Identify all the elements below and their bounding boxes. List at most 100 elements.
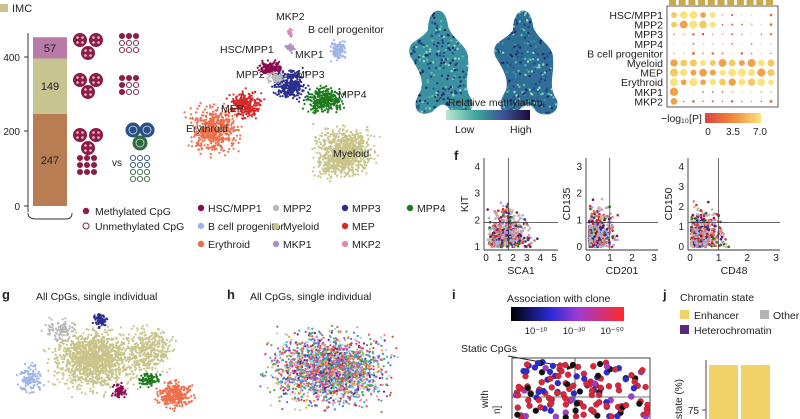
umap-cell-dot (189, 107, 192, 110)
umap-cell-dot (360, 137, 363, 140)
imc-bar-segment (33, 37, 67, 59)
umap-cell-dot (283, 78, 286, 81)
umap-cell-dot (227, 115, 230, 118)
umap-cell-dot (220, 116, 223, 119)
umap-cell-dot (202, 126, 205, 129)
methylation-dot (444, 3, 446, 5)
methylation-dot (542, 63, 545, 66)
umap-cell-dot (231, 110, 234, 113)
methylation-dot (491, 66, 493, 68)
methylation-dot (409, 78, 412, 82)
umap-cell-dot (233, 113, 236, 116)
methylation-dot (544, 75, 547, 78)
umap-cell-dot (200, 119, 203, 122)
methylation-dot (508, 33, 511, 36)
methylation-dot (533, 24, 537, 27)
imc-bar-segment (33, 113, 67, 206)
umap-cell-dot (212, 110, 215, 113)
dotplot-dot (748, 69, 756, 77)
methylation-dot (543, 79, 547, 82)
methylation-dot (473, 87, 475, 89)
dotplot-dot (669, 68, 679, 77)
umap-cell-dot (290, 71, 293, 74)
umap-cell-dot (318, 92, 321, 95)
umap-label-bcell: B cell progenitor (308, 24, 384, 36)
methylation-dot (420, 86, 423, 89)
methylation-dot (495, 87, 498, 91)
umap-cell-dot (273, 78, 276, 82)
umap-cell-dot (355, 164, 358, 167)
umap-cell-dot (316, 140, 319, 143)
umap-cell-dot (251, 97, 254, 100)
umap-cell-dot (266, 72, 269, 75)
methylation-dot (562, 16, 564, 18)
cpg-dot (84, 49, 87, 52)
methylation-dot (429, 75, 433, 78)
umap-cell-dot (329, 87, 332, 90)
methylation-dot (515, 19, 518, 22)
methylation-dot (526, 50, 529, 53)
methylation-dot (512, 21, 515, 24)
flow-cell-dot (616, 213, 619, 217)
umap-cell-dot (205, 105, 208, 108)
dotplot-dot (700, 59, 707, 67)
flow-cell-dot (494, 211, 497, 215)
methylation-dot (407, 0, 409, 2)
methylation-dot (402, 23, 404, 25)
methylation-dot (419, 30, 422, 33)
imc-bar-label: 57 (44, 43, 56, 55)
umap-cell-dot (277, 90, 280, 93)
flow-cell-dot (598, 209, 601, 213)
flow-cell-dot (604, 233, 607, 237)
umap-cell-dot (237, 129, 240, 132)
cell-icon (73, 73, 87, 87)
umap-cell-dot (244, 87, 247, 90)
flow-cell-dot (501, 207, 505, 211)
umap-cell-dot (220, 120, 223, 123)
flow-cell-dot (486, 208, 490, 211)
umap-cell-dot (222, 149, 225, 152)
dotplot-dot (760, 52, 763, 55)
umap-cell-dot (236, 99, 240, 102)
legend-methylated: Methylated CpG (95, 206, 171, 218)
methylation-dot (455, 11, 459, 14)
cpg-dot (76, 36, 79, 39)
umap-cell-dot (287, 73, 290, 76)
methylation-dot (409, 90, 412, 93)
methylation-dot (415, 100, 418, 103)
methylation-dot (494, 13, 497, 16)
umap-cell-dot (366, 126, 369, 129)
methylation-dot (517, 69, 520, 73)
methylation-dot (463, 11, 467, 14)
umap-cell-dot (195, 134, 198, 137)
methylation-dot (424, 13, 427, 16)
methylation-dot (560, 100, 562, 102)
umap-cell-dot (297, 86, 300, 89)
flow-cell-dot (527, 233, 531, 237)
umap-cell-dot (275, 67, 278, 70)
methylation-dot (486, 10, 488, 12)
umap-cell-dot (327, 138, 330, 141)
flow-cell-dot (499, 201, 503, 205)
methylation-dot (490, 21, 492, 23)
methylation-dot (412, 38, 415, 42)
cpg-dot (81, 81, 84, 84)
umap-cell-dot (341, 159, 344, 162)
methylation-dot (487, 53, 489, 55)
methylation-dot (421, 70, 425, 73)
dotplot-dot (680, 59, 688, 67)
umap-cell-dot (270, 72, 273, 75)
umap-cell-dot (349, 142, 352, 145)
methylation-dot (560, 20, 562, 22)
methylation-dot (563, 71, 565, 73)
umap-cell-dot (337, 146, 340, 149)
methylation-dot (556, 0, 558, 2)
umap-cell-dot (333, 55, 336, 58)
methylation-dot (474, 87, 476, 89)
umap-cell-dot (240, 93, 243, 96)
umap-cell-dot (291, 87, 294, 90)
cpg-grid-dot (129, 175, 137, 183)
methylation-dot (514, 53, 518, 56)
umap-cell-dot (230, 144, 233, 147)
umap-cell-dot (268, 69, 271, 72)
